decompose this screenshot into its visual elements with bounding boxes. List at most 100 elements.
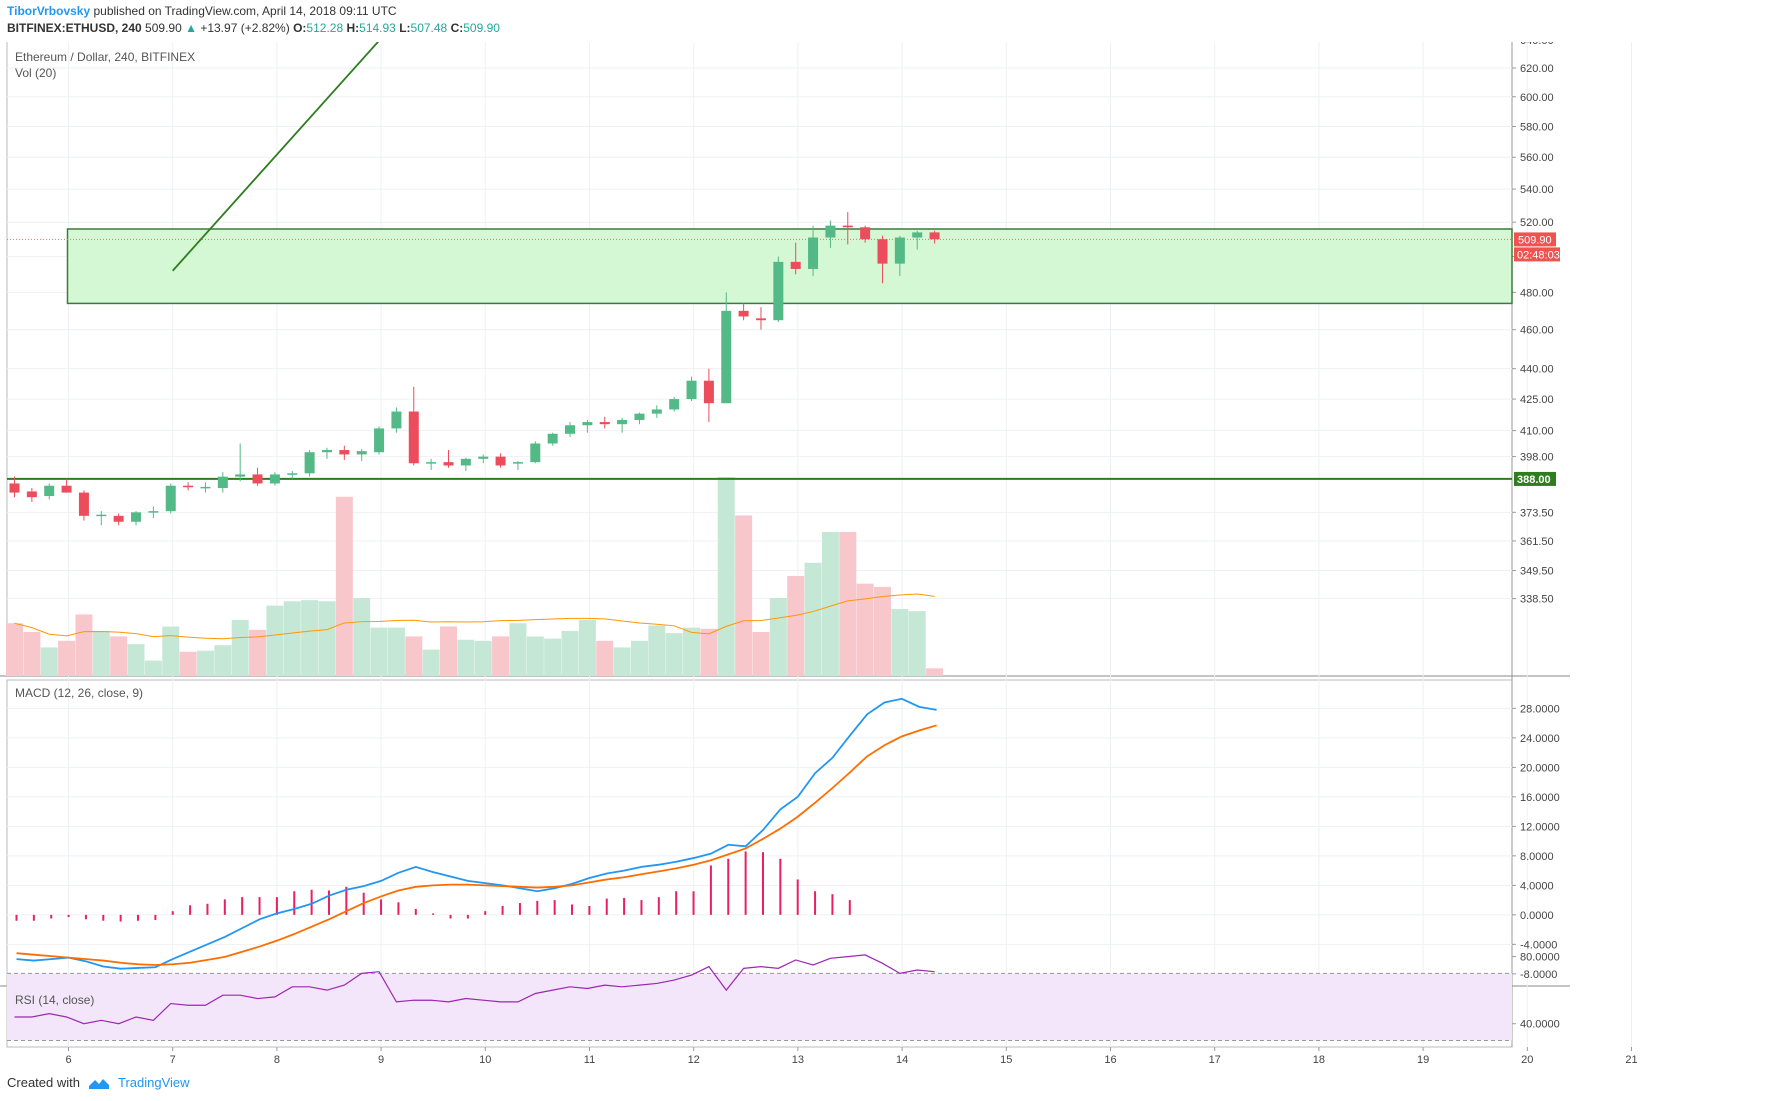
candle-body: [408, 411, 419, 464]
macd-tick-label: 20.0000: [1520, 762, 1560, 774]
macd-tick-label: 8.0000: [1520, 851, 1554, 863]
candle-body: [738, 310, 749, 317]
candle-body: [61, 485, 72, 493]
volume-bar: [335, 496, 353, 676]
candle-body: [582, 422, 593, 426]
x-tick-label: 7: [170, 1054, 176, 1066]
volume-bar: [214, 645, 232, 676]
footer: Created with TradingView: [7, 1075, 190, 1090]
x-tick-label: 11: [584, 1054, 595, 1066]
volume-bar: [700, 628, 718, 676]
price-tick-label: 640.00: [1520, 42, 1554, 47]
x-tick-label: 13: [792, 1054, 804, 1066]
volume-bar: [492, 636, 510, 676]
candle-body: [374, 428, 385, 453]
volume-bar: [839, 531, 857, 676]
candle-body: [356, 451, 367, 455]
volume-bar: [196, 650, 214, 676]
macd-tick-label: -4.0000: [1520, 939, 1557, 951]
price-tick-label: 560.00: [1520, 152, 1554, 164]
price-tick-label: 460.00: [1520, 325, 1554, 337]
candle-body: [565, 425, 576, 434]
last-price-badge-label: 509.90: [1518, 234, 1552, 246]
x-tick-label: 16: [1104, 1054, 1116, 1066]
candle-body: [512, 462, 523, 464]
candle-body: [686, 380, 697, 400]
candle-body: [78, 492, 89, 516]
volume-bar: [231, 619, 249, 676]
symbol-label: BITFINEX:ETHUSD, 240: [7, 21, 142, 35]
macd-tick-label: 0.0000: [1520, 910, 1554, 922]
candle-body: [894, 237, 905, 264]
candle-body: [44, 485, 55, 497]
candle-body: [321, 450, 332, 453]
volume-bar: [630, 640, 648, 676]
low-label: L:: [399, 21, 411, 35]
volume-bar: [561, 630, 579, 676]
volume-bar: [769, 597, 787, 676]
price-tick-label: 425.00: [1520, 394, 1554, 406]
volume-bar: [891, 608, 909, 676]
low-value: 507.48: [410, 21, 448, 35]
x-tick-label: 12: [688, 1054, 700, 1066]
volume-bar: [526, 636, 544, 676]
candle-body: [131, 512, 142, 522]
volume-bar: [874, 586, 891, 676]
price-chart-title: Ethereum / Dollar, 240, BITFINEX: [15, 50, 195, 64]
support-price-label: 388.00: [1517, 474, 1551, 486]
volume-bar: [752, 632, 770, 676]
candle-body: [790, 261, 801, 269]
candle-body: [599, 422, 610, 425]
trend-line: [172, 42, 380, 272]
x-tick-label: 15: [1000, 1054, 1012, 1066]
candle-body: [651, 409, 662, 414]
x-tick-label: 14: [896, 1054, 908, 1066]
tradingview-link[interactable]: TradingView: [117, 1075, 190, 1090]
volume-bar: [544, 638, 562, 676]
volume-bar: [144, 660, 162, 676]
volume-bar: [509, 623, 527, 676]
tradingview-logo-icon: [88, 1078, 109, 1089]
volume-bar: [648, 625, 666, 676]
price-tick-label: 600.00: [1520, 92, 1554, 104]
price-tick-label: 580.00: [1520, 121, 1554, 133]
volume-bar: [735, 515, 753, 676]
volume-bar: [387, 627, 405, 676]
candle-body: [165, 485, 176, 512]
volume-bar: [821, 531, 839, 676]
price-tick-label: 361.50: [1520, 536, 1554, 548]
candle-body: [530, 443, 541, 463]
volume-bar: [266, 605, 284, 676]
candle-body: [703, 380, 714, 404]
candle-body: [773, 261, 784, 321]
candle-body: [617, 419, 628, 425]
candle-body: [842, 225, 853, 228]
countdown-label: 02:48:03: [1517, 249, 1560, 261]
candle-body: [460, 458, 471, 466]
price-tick-label: 398.00: [1520, 452, 1554, 464]
volume-bar: [717, 477, 735, 676]
candle-body: [304, 452, 315, 474]
macd-tick-label: 12.0000: [1520, 821, 1560, 833]
candle-body: [877, 239, 888, 264]
volume-bar: [249, 629, 267, 676]
macd-tick-label: 28.0000: [1520, 703, 1560, 715]
candle-body: [287, 473, 298, 475]
volume-indicator-label: Vol (20): [15, 66, 56, 80]
volume-bar: [440, 626, 457, 676]
volume-ma-line: [14, 593, 935, 640]
author-link[interactable]: TiborVrbovsky: [7, 4, 91, 18]
volume-bar: [683, 627, 701, 676]
price-tick-label: 440.00: [1520, 364, 1554, 376]
volume-bar: [75, 614, 93, 676]
symbol-header: BITFINEX:ETHUSD, 240 509.90 ▲ +13.97 (+2…: [7, 21, 500, 35]
macd-tick-label: 4.0000: [1520, 880, 1554, 892]
volume-bar: [92, 630, 110, 676]
candle-body: [9, 483, 20, 493]
price-tick-label: 520.00: [1520, 217, 1554, 229]
price-tick-label: 540.00: [1520, 184, 1554, 196]
candle-body: [860, 227, 871, 240]
candle-body: [96, 514, 107, 517]
rsi-title: RSI (14, close): [15, 993, 94, 1007]
price-chart[interactable]: 6 7 8 9 10 11 12 13 14 15 16 17 18 19 20 21 640.00 620.00…: [0, 42, 1770, 1072]
